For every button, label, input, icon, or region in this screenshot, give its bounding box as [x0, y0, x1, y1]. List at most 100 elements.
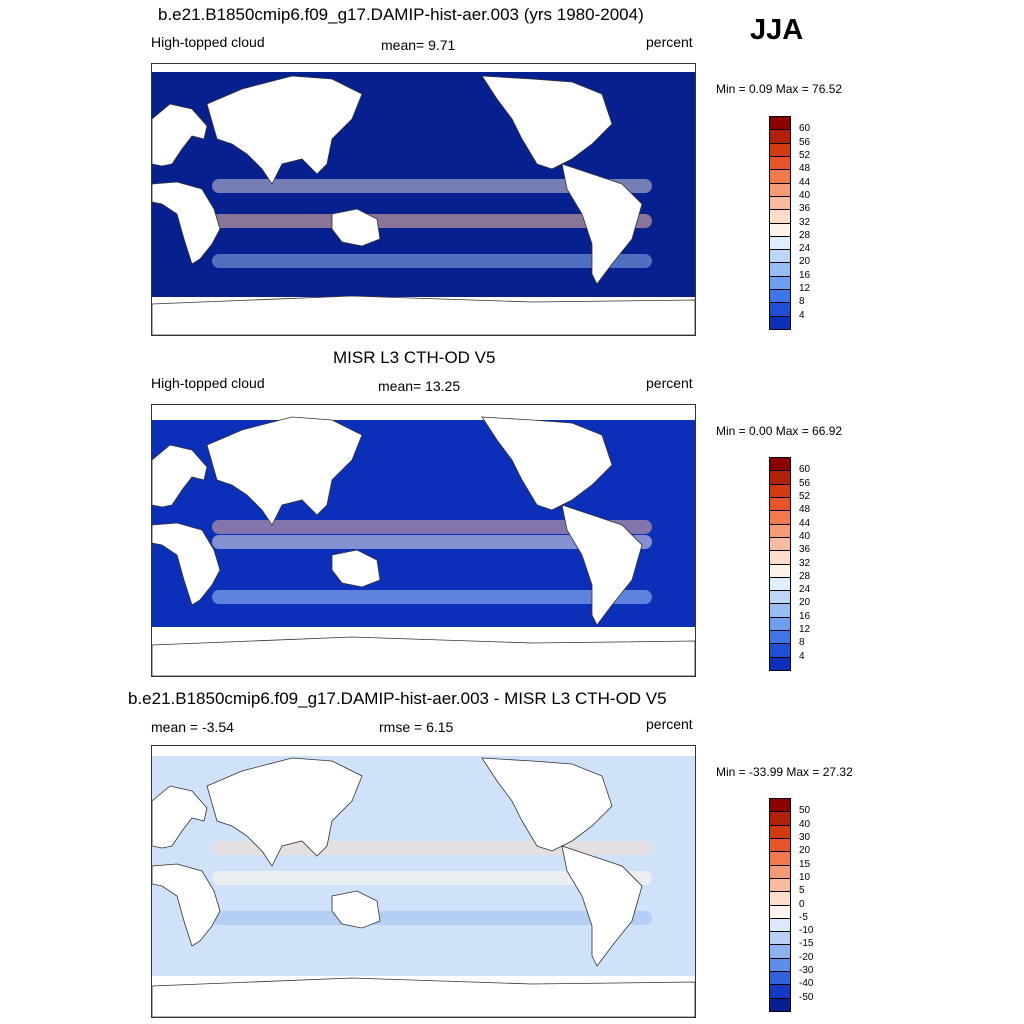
colorbar-tick-label: -10 [799, 925, 814, 937]
panel-2-colorbar: 60 56 52 48 44 40 36 32 28 24 20 16 12 8 4 [769, 457, 810, 671]
cloud-features [212, 179, 652, 268]
colorbar-swatch [769, 249, 791, 264]
panel-1-map-canvas [152, 72, 695, 335]
season-label: JJA [750, 14, 804, 46]
continent-outlines [152, 757, 695, 1017]
colorbar-tick-label: 56 [799, 477, 811, 489]
cloud-band [212, 179, 652, 193]
continent-outline [331, 208, 381, 247]
colorbar-swatch [769, 262, 791, 277]
panel-2-unit-label: percent [646, 375, 693, 391]
colorbar-swatch [769, 483, 791, 498]
colorbar-swatch [769, 891, 791, 906]
colorbar-tick-label: -20 [799, 951, 814, 963]
colorbar-tick-label: 8 [799, 637, 805, 649]
colorbar-tick-label: 8 [799, 296, 805, 308]
colorbar-swatch [769, 470, 791, 485]
colorbar-tick-label: 15 [799, 858, 811, 870]
continent-outline [561, 504, 643, 626]
colorbar-tick-label: -30 [799, 965, 814, 977]
colorbar-tick-label: 10 [799, 871, 811, 883]
colorbar-tick-label: -50 [799, 991, 814, 1003]
colorbar-swatch [769, 576, 791, 592]
colorbar-tick-label: -5 [799, 911, 808, 923]
colorbar-tick-label: 40 [799, 818, 811, 830]
panel-2-variable-label: High-topped cloud [151, 375, 265, 391]
colorbar-tick-label: 20 [799, 845, 811, 857]
colorbar-tick-label: 40 [799, 189, 811, 201]
continent-outline [206, 75, 363, 185]
colorbar-tick-label: 5 [799, 885, 805, 897]
panel-1-mean-label: mean= 9.71 [381, 37, 456, 53]
panel-1-minmax: Min = 0.09 Max = 76.52 [716, 82, 843, 96]
cloud-band [212, 254, 652, 268]
panel-3-minmax: Min = -33.99 Max = 27.32 [716, 765, 853, 779]
colorbar-tick-label: 16 [799, 610, 811, 622]
colorbar-swatch [769, 510, 791, 525]
colorbar-tick-label: 52 [799, 490, 811, 502]
continent-outline [152, 181, 221, 265]
panel-3-unit-label: percent [646, 716, 693, 732]
continent-outlines [152, 416, 695, 676]
continent-outline [481, 757, 613, 852]
panel-1-colorbar: 60 56 52 48 44 40 36 32 28 24 20 16 12 8 4 [769, 116, 810, 330]
panel-2-map-canvas [152, 416, 695, 676]
colorbar-swatch [769, 116, 791, 131]
colorbar-tick-label: 4 [799, 650, 805, 662]
colorbar-swatch [769, 616, 791, 632]
colorbar-swatch [769, 997, 791, 1012]
colorbar-swatch [769, 550, 791, 565]
colorbar-swatch [769, 563, 791, 578]
colorbar-tick-label: 32 [799, 216, 811, 228]
panel-3-mean-label: mean = -3.54 [151, 719, 234, 735]
colorbar-swatch [769, 222, 791, 237]
continent-outline [561, 163, 643, 285]
colorbar-tick-label: 16 [799, 269, 811, 281]
panel-1-title: b.e21.B1850cmip6.f09_g17.DAMIP-hist-aer.… [158, 5, 644, 24]
colorbar-swatch [769, 798, 791, 813]
continent-outline [152, 636, 695, 676]
colorbar-swatch [769, 590, 791, 605]
colorbar-swatch [769, 182, 791, 197]
cloud-band [212, 520, 652, 534]
continent-outlines [152, 75, 695, 335]
colorbar-swatch [769, 917, 791, 933]
colorbar-swatch [769, 630, 791, 645]
colorbar-tick-label: 44 [799, 517, 811, 529]
colorbar-swatch [769, 195, 791, 211]
continent-outline [481, 75, 613, 170]
colorbar-swatch [769, 824, 791, 839]
colorbar-tick-label: 60 [799, 464, 811, 476]
panel-1-unit-label: percent [646, 34, 693, 50]
colorbar-swatch [769, 957, 791, 973]
colorbar-swatch [769, 129, 791, 144]
colorbar-swatch [769, 235, 791, 251]
colorbar-tick-label: 4 [799, 309, 805, 321]
panel-2-minmax: Min = 0.00 Max = 66.92 [716, 424, 843, 438]
panel-3-title: b.e21.B1850cmip6.f09_g17.DAMIP-hist-aer.… [128, 689, 667, 708]
colorbar-tick-label: 50 [799, 805, 811, 817]
colorbar-swatch [769, 851, 791, 866]
colorbar-tick-label: 44 [799, 176, 811, 188]
continent-outline [152, 522, 221, 606]
panel-1-variable-label: High-topped cloud [151, 34, 265, 50]
continent-outline [152, 103, 208, 167]
colorbar-swatch [769, 837, 791, 853]
cloud-band [212, 871, 652, 885]
colorbar-swatch [769, 289, 791, 304]
cloud-features [212, 520, 652, 604]
colorbar-tick-label: 56 [799, 136, 811, 148]
panel-3-map [151, 745, 696, 1018]
colorbar-swatch [769, 984, 791, 999]
colorbar-swatch [769, 315, 791, 330]
colorbar-tick-label: 20 [799, 256, 811, 268]
panel-3-map-canvas [152, 756, 695, 1017]
colorbar-swatch [769, 523, 791, 538]
colorbar-swatch [769, 496, 791, 512]
colorbar-tick-label: 36 [799, 544, 811, 556]
panel-2-mean-label: mean= 13.25 [378, 378, 461, 394]
colorbar-swatch [769, 971, 791, 986]
colorbar-tick-label: -40 [799, 978, 814, 990]
colorbar-tick-label: 36 [799, 203, 811, 215]
cloud-band [212, 590, 652, 604]
